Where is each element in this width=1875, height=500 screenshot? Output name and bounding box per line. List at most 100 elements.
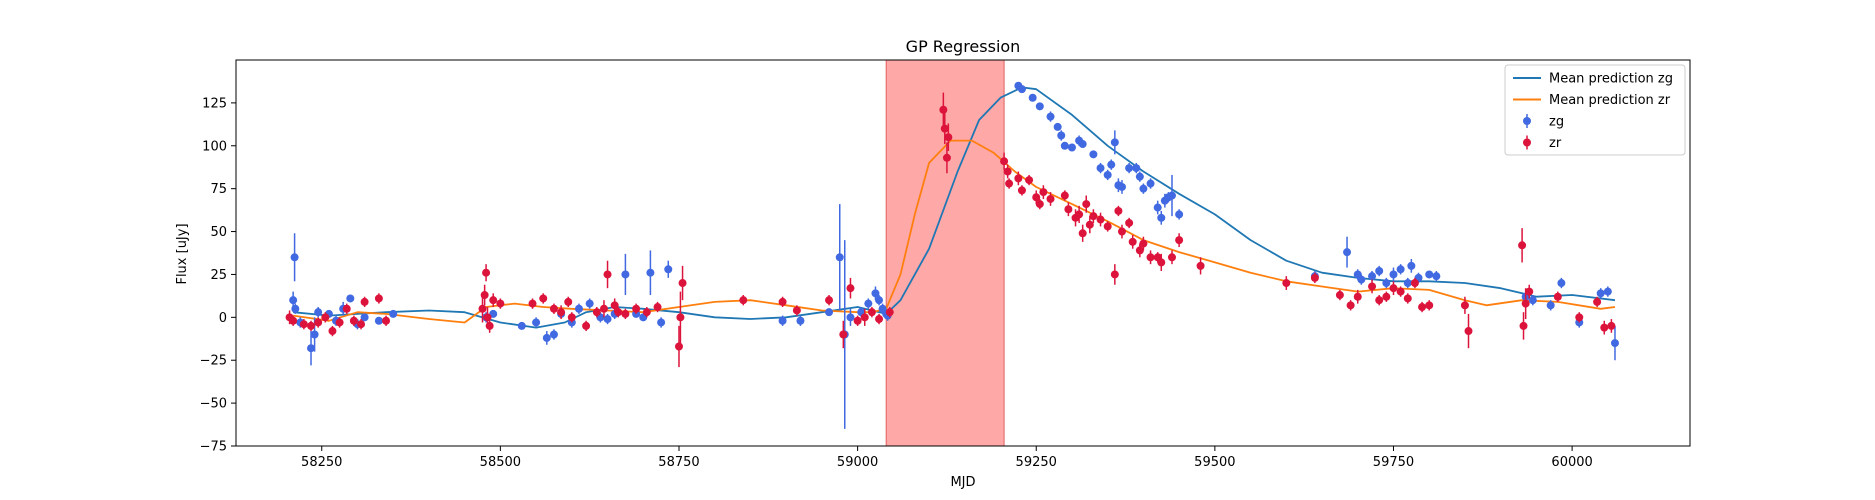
data-point-zr-43 [825, 295, 834, 306]
data-point-zr-18 [485, 319, 494, 333]
data-point-zg-84 [1396, 264, 1405, 275]
data-point-zr-34 [632, 303, 641, 314]
x-tick-label: 58750 [658, 455, 699, 470]
svg-text:zr: zr [1549, 136, 1562, 151]
data-point-zr-60 [1025, 174, 1034, 186]
mean-line-1 [293, 139, 1616, 324]
data-point-zr-89 [1310, 272, 1319, 284]
y-tick-label: 100 [202, 139, 227, 154]
x-tick-label: 58500 [480, 455, 521, 470]
data-point-zr-86 [1175, 233, 1184, 247]
svg-text:Mean prediction zg: Mean prediction zg [1549, 72, 1673, 87]
data-point-zr-111 [1600, 320, 1609, 335]
data-point-zg-41 [864, 298, 873, 309]
x-tick-label: 59000 [837, 455, 878, 470]
data-point-zr-46 [853, 315, 862, 326]
data-point-zr-77 [1117, 224, 1126, 239]
data-point-zr-49 [875, 313, 884, 325]
y-tick-label: 0 [219, 311, 227, 326]
data-point-zg-79 [1357, 274, 1366, 285]
data-point-zg-39 [846, 308, 855, 326]
data-point-zg-68 [1139, 183, 1148, 194]
data-point-zr-44 [839, 320, 848, 349]
data-point-zr-45 [846, 277, 855, 299]
data-point-zr-24 [557, 305, 566, 320]
data-point-zr-14 [478, 295, 487, 323]
data-point-zr-51 [939, 92, 948, 127]
data-point-zg-92 [1546, 300, 1555, 311]
data-point-zg-48 [1017, 85, 1026, 94]
data-point-zr-36 [653, 301, 662, 313]
data-point-zg-51 [1046, 111, 1055, 122]
svg-text:Mean prediction zr: Mean prediction zr [1549, 93, 1671, 108]
y-tick-label: 75 [210, 182, 227, 197]
data-point-zg-10 [346, 294, 355, 303]
data-point-zr-37 [674, 325, 683, 368]
data-point-zr-62 [1035, 198, 1044, 210]
chart-title: GP Regression [906, 37, 1021, 56]
data-point-zr-23 [549, 303, 558, 314]
legend-entry-0: Mean prediction zg [1513, 72, 1673, 87]
legend-entry-3: zr [1523, 135, 1562, 151]
data-point-zr-8 [342, 303, 351, 314]
data-point-zr-48 [867, 307, 876, 318]
data-point-zg-81 [1375, 265, 1384, 277]
data-point-zr-99 [1410, 277, 1419, 289]
data-point-zr-102 [1460, 296, 1469, 314]
data-point-zr-53 [942, 142, 951, 174]
y-axis-label: Flux [uJy] [175, 223, 190, 284]
data-point-zr-88 [1282, 276, 1291, 290]
data-point-zg-50 [1035, 102, 1044, 111]
data-point-zg-12 [360, 313, 369, 322]
data-point-zg-52 [1053, 122, 1062, 131]
data-point-zg-42 [871, 286, 880, 301]
data-point-zg-26 [603, 313, 612, 325]
data-point-zr-1 [289, 315, 298, 326]
data-point-zr-57 [1005, 178, 1014, 189]
data-point-zr-81 [1139, 236, 1148, 251]
data-point-zr-58 [1014, 171, 1023, 186]
data-point-zr-104 [1518, 228, 1527, 263]
data-point-zr-103 [1464, 313, 1473, 349]
data-point-zr-30 [603, 260, 612, 289]
data-point-zg-28 [621, 253, 630, 296]
data-point-zg-2 [291, 303, 300, 314]
data-point-zr-101 [1425, 300, 1434, 311]
data-point-zg-37 [835, 204, 844, 311]
data-point-zr-64 [1046, 192, 1055, 206]
data-point-zg-93 [1557, 277, 1566, 289]
data-point-zg-69 [1146, 178, 1155, 189]
data-point-zr-19 [489, 293, 498, 308]
data-point-zg-60 [1103, 169, 1112, 181]
data-point-zg-82 [1382, 277, 1391, 289]
data-point-zr-91 [1346, 300, 1355, 311]
data-point-zr-97 [1396, 286, 1405, 297]
data-point-zr-70 [1082, 195, 1091, 213]
plot-frame [235, 59, 1691, 447]
data-point-zg-18 [532, 317, 541, 328]
data-point-zr-92 [1353, 289, 1362, 304]
data-point-zr-3 [307, 320, 316, 332]
data-point-zr-112 [1607, 319, 1616, 333]
x-tick-label: 58250 [301, 455, 342, 470]
data-point-zg-88 [1425, 270, 1434, 279]
data-point-zr-26 [567, 312, 576, 323]
y-tick-label: 125 [202, 96, 227, 111]
data-point-zg-19 [542, 331, 551, 345]
data-point-zr-2 [299, 319, 308, 330]
data-point-zr-35 [642, 307, 651, 318]
x-tick-label: 59250 [1016, 455, 1057, 470]
data-point-zr-110 [1593, 296, 1602, 308]
data-point-zg-83 [1389, 267, 1398, 282]
data-point-zr-66 [1064, 202, 1073, 217]
data-point-zr-75 [1110, 264, 1119, 285]
data-point-zg-66 [1132, 162, 1141, 174]
data-point-zr-100 [1418, 301, 1427, 313]
data-point-zg-86 [1407, 259, 1416, 273]
data-point-zr-42 [792, 305, 801, 316]
data-point-zr-22 [539, 293, 548, 304]
data-point-zr-31 [610, 298, 619, 313]
data-point-zg-53 [1057, 130, 1066, 141]
data-point-zr-80 [1135, 243, 1144, 258]
data-point-zg-4 [307, 331, 316, 366]
